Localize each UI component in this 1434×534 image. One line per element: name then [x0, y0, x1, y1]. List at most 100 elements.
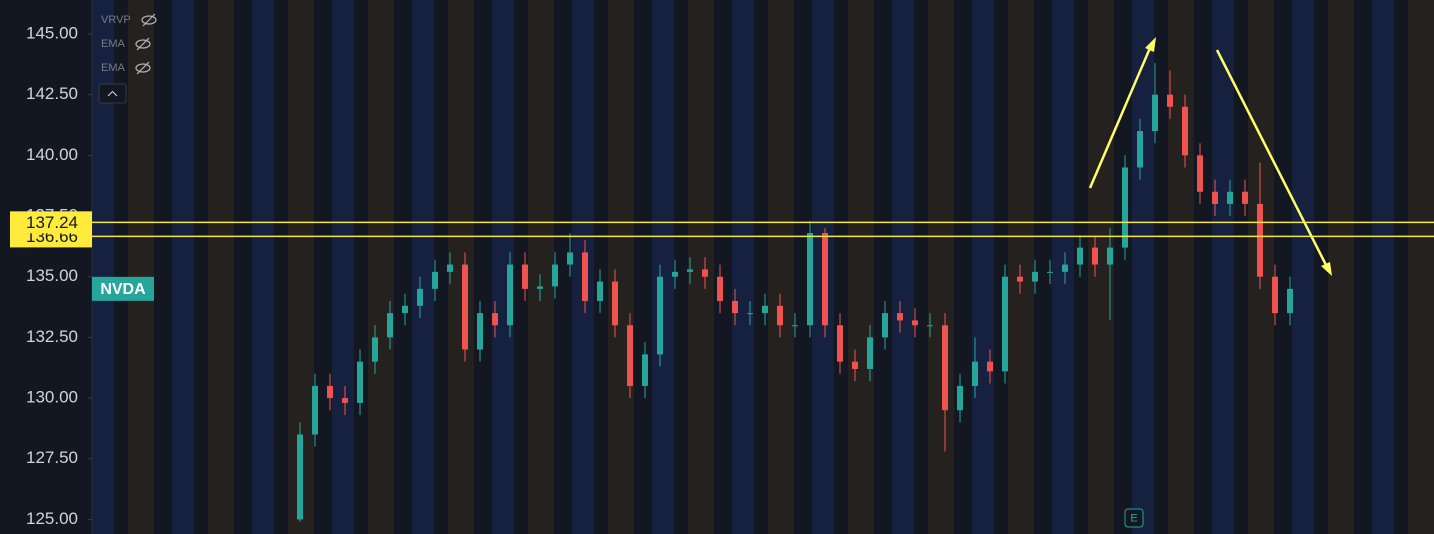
indicator-label: EMA	[101, 38, 126, 50]
candle-body	[882, 313, 888, 338]
session-band	[128, 0, 154, 534]
candle-body	[837, 325, 843, 362]
candle-body	[1077, 247, 1083, 265]
candle-body	[582, 252, 588, 301]
candle-body	[357, 361, 363, 403]
candle-body	[1122, 167, 1128, 248]
candle-body	[852, 361, 858, 369]
session-band	[1212, 0, 1234, 534]
candle-body	[342, 398, 348, 403]
session-band	[1292, 0, 1314, 534]
session-band	[892, 0, 914, 534]
candle-body	[822, 233, 828, 326]
candle-body	[612, 281, 618, 326]
candle-body	[942, 325, 948, 411]
candle-body	[297, 434, 303, 520]
y-tick-label: 127.50	[26, 448, 78, 467]
candle-body	[402, 305, 408, 314]
candle-body	[1287, 288, 1293, 314]
session-band	[732, 0, 754, 534]
candle-body	[987, 361, 993, 372]
candle-body	[717, 276, 723, 301]
candle-body	[417, 288, 423, 306]
session-band	[412, 0, 434, 534]
candle-body	[912, 320, 918, 326]
y-tick-label: 130.00	[26, 388, 78, 407]
candle-body	[702, 269, 708, 277]
y-tick-label: 125.00	[26, 509, 78, 528]
price-axis: 125.00127.50130.00132.50135.00137.50140.…	[10, 23, 1434, 528]
candle-body	[462, 264, 468, 350]
candle-body	[747, 313, 753, 315]
session-band	[688, 0, 714, 534]
candle-body	[387, 313, 393, 338]
candle-body	[1107, 247, 1113, 265]
session-band	[92, 0, 114, 534]
session-band	[208, 0, 234, 534]
candle-body	[1062, 264, 1068, 272]
candle-body	[777, 305, 783, 326]
session-band	[768, 0, 794, 534]
session-band	[172, 0, 194, 534]
annotation-arrows	[1088, 37, 1332, 276]
session-band	[368, 0, 394, 534]
candle-body	[327, 385, 333, 399]
session-band	[1008, 0, 1034, 534]
session-band	[652, 0, 674, 534]
session-band	[848, 0, 874, 534]
candle-body	[507, 264, 513, 326]
candle-body	[1047, 271, 1053, 273]
session-band	[252, 0, 274, 534]
hidden-icons[interactable]	[135, 13, 157, 75]
session-band	[1168, 0, 1194, 534]
candle-body	[1137, 131, 1143, 168]
session-band	[1328, 0, 1354, 534]
candle-body	[972, 361, 978, 386]
candle-body	[807, 233, 813, 326]
collapse-button[interactable]	[98, 83, 127, 104]
candle-body	[627, 325, 633, 386]
session-band	[492, 0, 514, 534]
session-band	[528, 0, 554, 534]
candle-body	[537, 286, 543, 289]
candle-body	[492, 313, 498, 326]
candle-body	[1227, 191, 1233, 204]
session-band	[608, 0, 634, 534]
y-tick-label: 135.00	[26, 266, 78, 285]
session-band	[972, 0, 994, 534]
candle-body	[792, 325, 798, 327]
y-tick-label: 142.50	[26, 84, 78, 103]
indicator-label: EMA	[101, 62, 126, 74]
candle-body	[597, 281, 603, 301]
candle-body	[957, 385, 963, 411]
candle-body	[927, 325, 933, 327]
candle-body	[1242, 191, 1248, 204]
candle-body	[1152, 94, 1158, 132]
candle-body	[477, 313, 483, 350]
candle-body	[567, 252, 573, 265]
y-tick-label: 140.00	[26, 145, 78, 164]
earnings-label: E	[1130, 512, 1137, 524]
candle-body	[687, 269, 693, 272]
candle-body	[1212, 191, 1218, 204]
candle-body	[312, 385, 318, 435]
candle-body	[1272, 276, 1278, 314]
earnings-marker[interactable]	[1124, 508, 1144, 528]
candle-body	[1092, 247, 1098, 265]
candle-body	[897, 313, 903, 321]
indicator-label: VRVP	[101, 14, 131, 26]
candle-body	[867, 337, 873, 369]
candles	[297, 63, 1293, 522]
candle-body	[1182, 106, 1188, 156]
candle-body	[642, 354, 648, 386]
candle-body	[732, 300, 738, 314]
candle-body	[1257, 203, 1263, 277]
y-tick-label: 145.00	[26, 23, 78, 42]
symbol-label: NVDA	[100, 281, 146, 298]
collapse-icon	[107, 90, 118, 97]
candle-body	[1032, 271, 1038, 282]
candle-body	[1197, 155, 1203, 192]
candle-body	[1002, 276, 1008, 372]
candle-body	[762, 305, 768, 314]
